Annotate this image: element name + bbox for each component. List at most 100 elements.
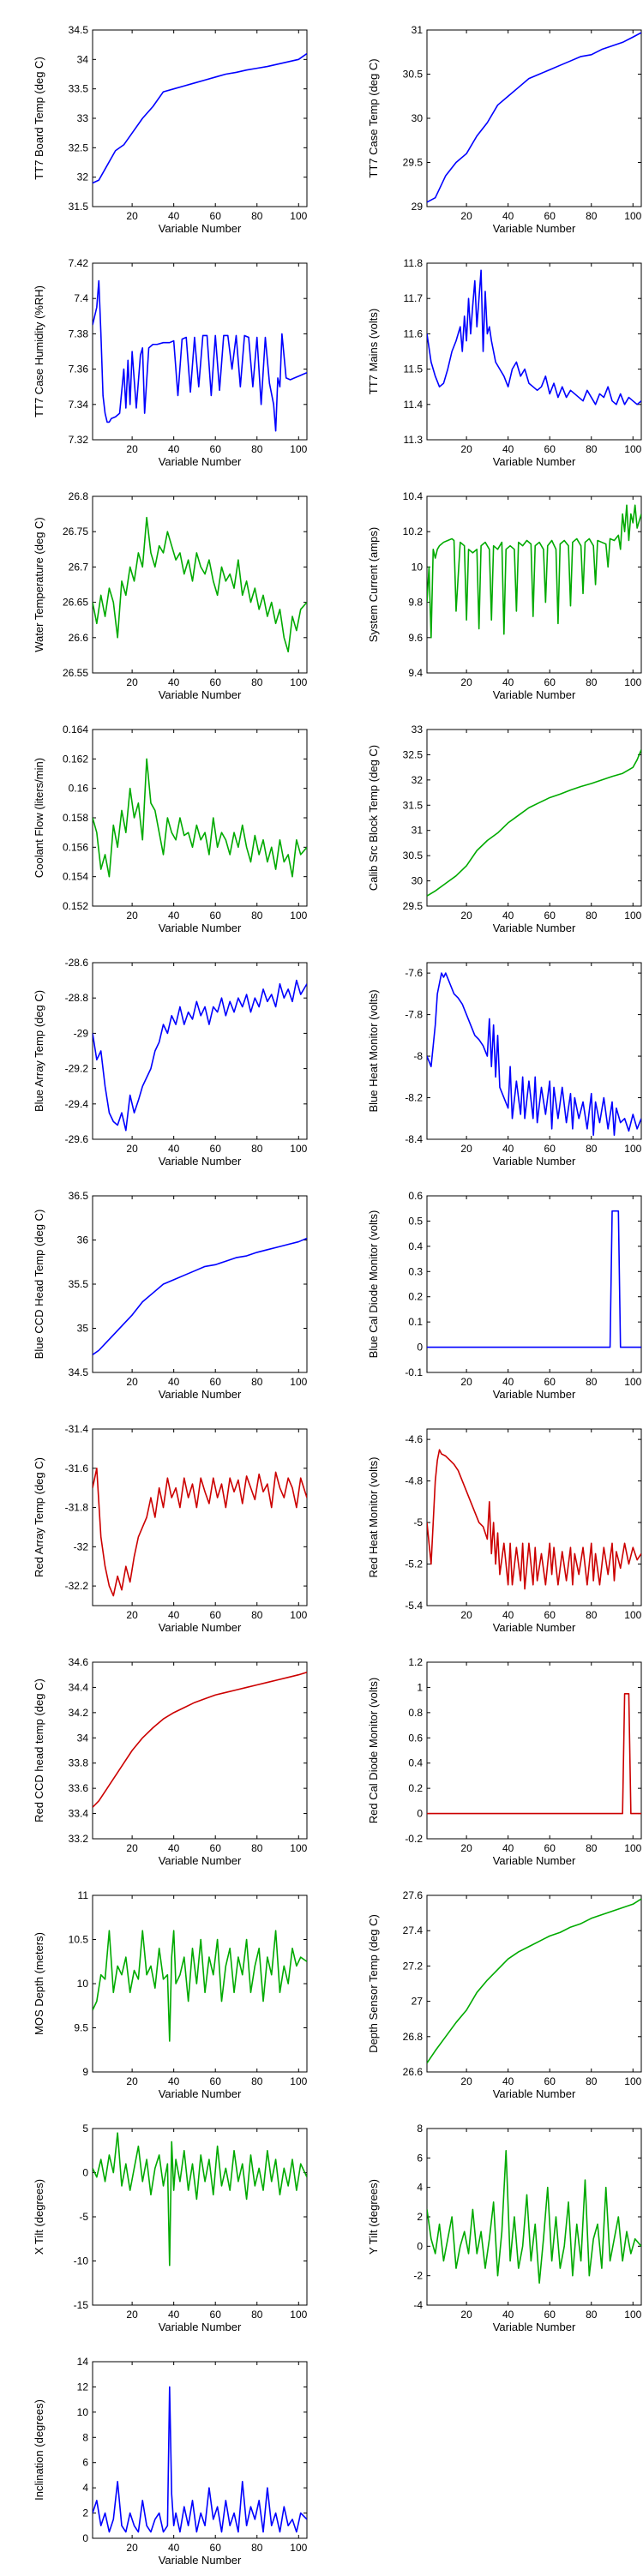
x-tick-label: 40 — [168, 2309, 180, 2321]
y-axis-label: Blue Array Temp (deg C) — [33, 990, 45, 1112]
x-tick-label: 100 — [290, 1842, 307, 1854]
x-tick-label: 80 — [586, 2309, 598, 2321]
y-tick-label: -7.6 — [405, 967, 423, 979]
y-tick-label: -5 — [413, 1516, 423, 1528]
x-tick-label: 40 — [502, 443, 514, 455]
x-tick-label: 100 — [290, 2542, 307, 2554]
y-tick-label: 33.2 — [69, 1833, 89, 1845]
x-tick-label: 60 — [544, 210, 556, 222]
y-axis-label: Red Array Temp (deg C) — [33, 1457, 45, 1577]
y-tick-label: 11.6 — [404, 327, 424, 339]
y-tick-label: 4 — [82, 2482, 88, 2494]
x-tick-label: 40 — [168, 910, 180, 922]
y-tick-label: 1 — [417, 1681, 423, 1693]
y-tick-label: 4 — [417, 2182, 423, 2194]
y-tick-label: 7.38 — [69, 327, 89, 339]
y-tick-label: -4.8 — [405, 1475, 423, 1487]
y-tick-label: 32 — [412, 774, 424, 786]
y-tick-label: 11.3 — [404, 434, 424, 446]
series-line-1 — [427, 2149, 641, 2285]
y-axis-label: System Current (amps) — [367, 527, 380, 642]
x-tick-label: 80 — [251, 2075, 263, 2087]
y-tick-label: 11.5 — [404, 363, 424, 375]
series-line-1 — [93, 1672, 307, 1808]
chart-panel-8: 20 40 60 80 100 29.5 30 30.5 31 31.5 32 32.5 33 Varia… — [367, 724, 642, 934]
plot-frame — [426, 1195, 642, 1373]
x-axis-label: Variable Number — [159, 1621, 242, 1634]
x-tick-label: 80 — [586, 2075, 598, 2087]
x-tick-label: 100 — [290, 2075, 307, 2087]
x-tick-label: 100 — [290, 1143, 307, 1155]
y-axis-label: Inclination (degrees) — [33, 2399, 45, 2501]
y-tick-label: 0.156 — [63, 841, 88, 853]
y-tick-label: 0 — [417, 2240, 423, 2252]
chart-panel-6: 20 40 60 80 100 9.4 9.6 9.8 10 10.2 10.4 Variable N… — [367, 490, 642, 701]
x-tick-label: 40 — [168, 1143, 180, 1155]
y-tick-label: 26.65 — [63, 597, 88, 609]
chart-panel-17: 20 40 60 80 100 9 9.5 10 10.5 11 Variable Number MO… — [33, 1889, 308, 2100]
x-tick-label: 80 — [251, 1143, 263, 1155]
y-tick-label: 32.5 — [69, 141, 89, 153]
x-tick-label: 100 — [290, 676, 307, 688]
x-tick-label: 80 — [586, 1842, 598, 1854]
y-tick-label: 0.6 — [408, 1732, 423, 1744]
y-tick-label: -29.4 — [65, 1098, 89, 1110]
x-tick-label: 100 — [624, 676, 641, 688]
x-tick-label: 60 — [544, 2075, 556, 2087]
y-tick-label: 9.5 — [74, 2022, 88, 2034]
x-axis-label: Variable Number — [159, 1388, 242, 1401]
y-tick-label: 7.32 — [69, 434, 89, 446]
y-tick-label: 1.2 — [408, 1656, 423, 1668]
series-line-1 — [93, 2132, 307, 2267]
x-tick-label: 20 — [126, 210, 138, 222]
x-tick-label: 100 — [290, 1609, 307, 1621]
y-tick-label: 2 — [82, 2507, 88, 2519]
x-tick-label: 40 — [168, 1376, 180, 1388]
y-tick-label: -32.2 — [65, 1580, 89, 1592]
x-tick-label: 60 — [210, 1143, 222, 1155]
chart-panel-12: 20 40 60 80 100 -0.1 0 0.1 0.2 0.3 0.4 0.5 0.6 Variab… — [367, 1190, 642, 1401]
y-tick-label: 26.7 — [69, 561, 89, 573]
x-tick-label: 20 — [126, 1143, 138, 1155]
x-tick-label: 40 — [502, 1143, 514, 1155]
y-tick-label: 34.6 — [69, 1656, 89, 1668]
y-tick-label: 30 — [412, 875, 424, 887]
x-axis-label: Variable Number — [493, 922, 576, 934]
y-tick-label: 11.8 — [404, 257, 424, 269]
y-tick-label: -31.4 — [65, 1423, 89, 1435]
chart-panel-18: 20 40 60 80 100 26.6 26.8 27 27.2 27.4 27.6 Variabl… — [367, 1889, 642, 2100]
y-tick-label: 0.162 — [63, 753, 88, 765]
x-tick-label: 60 — [544, 2309, 556, 2321]
x-tick-label: 100 — [624, 1376, 641, 1388]
series-line-1 — [427, 1210, 641, 1348]
y-tick-label: 33 — [412, 724, 424, 736]
y-tick-label: 34.5 — [69, 1366, 89, 1378]
x-axis-label: Variable Number — [493, 2087, 576, 2100]
series-line-1 — [93, 1467, 307, 1597]
y-tick-label: -2 — [413, 2270, 423, 2282]
x-tick-label: 20 — [460, 2309, 472, 2321]
x-axis-label: Variable Number — [159, 2087, 242, 2100]
y-tick-label: 26.55 — [63, 667, 88, 679]
x-tick-label: 20 — [460, 1376, 472, 1388]
x-tick-label: 40 — [502, 910, 514, 922]
y-tick-label: -8 — [413, 1050, 423, 1062]
y-tick-label: 0.154 — [63, 871, 88, 883]
x-tick-label: 80 — [251, 1609, 263, 1621]
series-line-1 — [93, 1930, 307, 2042]
x-tick-label: 20 — [460, 910, 472, 922]
plot-frame — [92, 1894, 308, 2073]
y-axis-label: Blue CCD Head Temp (deg C) — [33, 1210, 45, 1360]
y-tick-label: 10 — [77, 2406, 89, 2418]
y-tick-label: 0.1 — [408, 1316, 423, 1328]
y-tick-label: 33.8 — [69, 1757, 89, 1769]
x-tick-label: 20 — [460, 1842, 472, 1854]
y-tick-label: 34.5 — [69, 24, 89, 36]
y-tick-label: 12 — [77, 2381, 89, 2393]
y-tick-label: 8 — [82, 2431, 88, 2443]
y-tick-label: 0.5 — [408, 1215, 423, 1227]
plot-frame — [426, 1661, 642, 1840]
x-tick-label: 100 — [290, 1376, 307, 1388]
